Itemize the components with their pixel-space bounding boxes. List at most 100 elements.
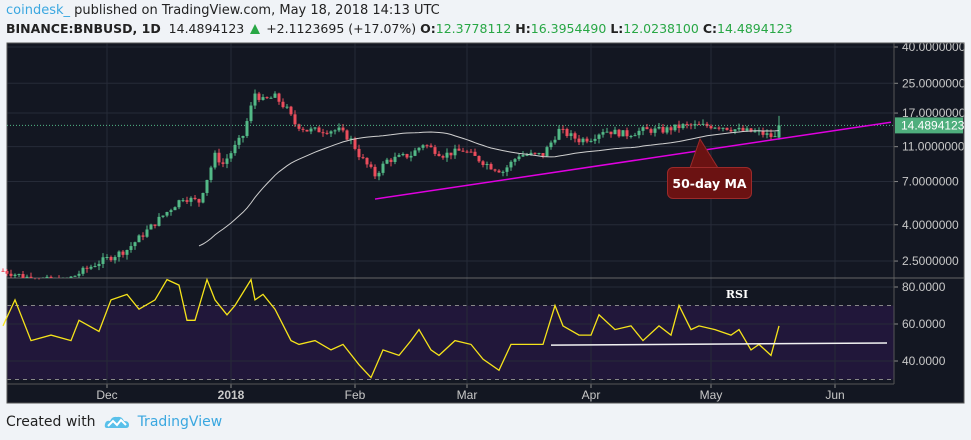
high-value: 16.3954490 — [530, 21, 607, 36]
candle-body — [617, 129, 621, 137]
candle-body — [341, 127, 345, 131]
candle-body — [697, 124, 701, 126]
candle-body — [449, 152, 453, 156]
candle-body — [209, 167, 213, 180]
candle-body — [549, 142, 553, 148]
candle-body — [649, 129, 653, 133]
candle-body — [129, 246, 133, 250]
candle-body — [349, 138, 353, 140]
candle-body — [389, 159, 393, 163]
candle-body — [113, 257, 117, 261]
candle-body — [417, 147, 421, 151]
low-value: 12.0238100 — [623, 21, 699, 36]
candle-body — [597, 134, 601, 139]
candle-body — [497, 170, 501, 173]
candle-body — [657, 127, 661, 129]
time-axis-label: May — [700, 388, 723, 402]
rsi-line — [2, 277, 780, 379]
rsi-title: RSI — [726, 288, 748, 301]
candle-body — [153, 224, 157, 226]
candle-body — [261, 97, 265, 100]
candle-body — [685, 124, 689, 126]
candle-body — [185, 200, 189, 202]
candle-body — [297, 124, 301, 129]
candle-body — [149, 224, 153, 230]
candle-body — [701, 123, 705, 125]
candle-body — [405, 153, 409, 158]
price-axis-label: 11.0000000 — [902, 140, 965, 154]
candle-body — [401, 153, 405, 156]
candle-body — [561, 128, 565, 130]
open-label: O: — [420, 21, 436, 36]
candle-body — [105, 256, 109, 258]
candle-body — [613, 129, 617, 135]
candle-body — [633, 135, 637, 137]
candle-body — [101, 257, 105, 264]
candle-body — [137, 235, 141, 243]
candle-body — [5, 270, 9, 274]
candle-body — [469, 151, 473, 153]
candle-body — [533, 152, 537, 154]
candle-body — [73, 275, 77, 277]
rsi-axis-label: 40.0000 — [902, 354, 946, 368]
candles — [1, 89, 781, 280]
rsi-band — [7, 305, 894, 380]
candle-body — [465, 151, 469, 153]
candle-body — [77, 273, 81, 276]
candle-body — [733, 129, 737, 132]
candle-body — [89, 266, 93, 269]
candle-body — [557, 128, 561, 140]
candle-body — [353, 138, 357, 149]
candle-body — [9, 273, 13, 276]
candle-body — [121, 251, 125, 255]
candle-body — [117, 251, 121, 258]
candle-body — [545, 147, 549, 157]
low-label: L: — [610, 21, 624, 36]
candle-body — [485, 164, 489, 166]
support-trendline — [374, 121, 892, 200]
candle-body — [217, 152, 221, 163]
candle-body — [293, 114, 297, 125]
candle-body — [385, 159, 389, 164]
candle-body — [237, 137, 241, 145]
chart-frame — [6, 42, 965, 404]
candle-body — [609, 131, 613, 135]
candle-body — [601, 132, 605, 135]
candle-body — [553, 139, 557, 143]
tradingview-link[interactable]: TradingView — [137, 414, 223, 430]
time-axis-label: Mar — [457, 388, 478, 402]
candle-body — [517, 156, 521, 160]
candle-body — [229, 153, 233, 159]
candle-body — [325, 132, 329, 134]
candle-body — [713, 127, 717, 129]
high-label: H: — [515, 21, 531, 36]
time-axis-label: 2018 — [218, 388, 245, 402]
candle-body — [413, 150, 417, 156]
candle-body — [357, 148, 361, 158]
candle-body — [85, 267, 89, 269]
candle-body — [221, 162, 225, 164]
candle-body — [421, 145, 425, 148]
candle-body — [181, 200, 185, 202]
price-axis-label: 7.0000000 — [902, 175, 959, 189]
candle-body — [97, 263, 101, 267]
candle-body — [361, 157, 365, 159]
candle-body — [281, 101, 285, 108]
candle-body — [625, 130, 629, 137]
candle-body — [433, 147, 437, 154]
candle-body — [537, 153, 541, 155]
candle-body — [493, 169, 497, 171]
moving-average-line — [198, 130, 780, 247]
candle-body — [445, 152, 449, 158]
ma-annotation-text: 50-day MA — [672, 175, 747, 191]
candle-body — [369, 164, 373, 167]
candle-body — [301, 128, 305, 130]
candle-body — [593, 138, 597, 141]
candle-body — [589, 140, 593, 142]
candle-body — [581, 138, 585, 143]
candle-body — [677, 124, 681, 129]
price-axis-label: 2.5000000 — [902, 254, 959, 268]
publisher-link[interactable]: coindesk_ — [6, 3, 71, 18]
candle-body — [653, 128, 657, 133]
